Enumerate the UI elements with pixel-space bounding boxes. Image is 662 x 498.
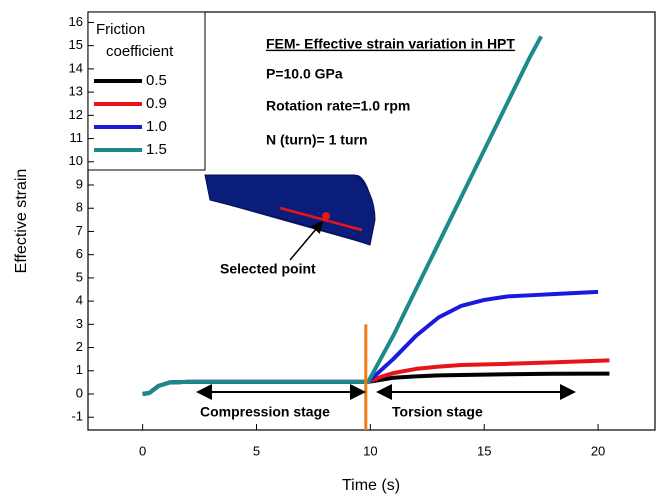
y-tick-label: 8 xyxy=(76,200,83,215)
x-tick-label: 10 xyxy=(363,443,377,458)
y-tick-label: 12 xyxy=(69,107,83,122)
annotation: Selected point xyxy=(220,261,316,277)
legend-box xyxy=(87,11,206,171)
y-tick-label: 14 xyxy=(69,60,83,75)
annotation: N (turn)= 1 turn xyxy=(266,132,368,148)
y-tick-label: 3 xyxy=(76,316,83,331)
y-tick-label: 11 xyxy=(70,130,84,145)
y-tick-label: 0 xyxy=(76,385,83,400)
annotation: Compression stage xyxy=(200,404,330,420)
inset-disk xyxy=(204,174,376,261)
y-tick-label: 16 xyxy=(69,14,83,29)
legend-title: Friction coefficient xyxy=(96,21,174,60)
x-tick-label: 0 xyxy=(139,443,146,458)
y-tick-label: 5 xyxy=(76,269,83,284)
annotation: FEM- Effective strain variation in HPT xyxy=(266,36,515,52)
annotation: P=10.0 GPa xyxy=(266,66,343,82)
annotation: Rotation rate=1.0 rpm xyxy=(266,98,410,114)
x-tick-label: 20 xyxy=(591,443,605,458)
x-axis-label: Time (s) xyxy=(342,477,400,494)
y-tick-label: 6 xyxy=(76,246,83,261)
y-axis-label: Effective strain xyxy=(13,169,30,274)
plot-frame xyxy=(87,11,656,431)
y-tick-label: 13 xyxy=(69,84,83,99)
x-tick-label: 15 xyxy=(477,443,491,458)
y-tick-label: 2 xyxy=(76,339,83,354)
y-tick-label: 9 xyxy=(76,176,83,191)
annotation: Torsion stage xyxy=(392,404,483,420)
y-tick-label: 15 xyxy=(69,37,83,52)
legend-label: 0.9 xyxy=(146,95,167,112)
series-line xyxy=(142,35,543,396)
legend-label: 1.5 xyxy=(146,141,167,158)
legend-label: 0.5 xyxy=(146,72,167,89)
y-tick-label: 4 xyxy=(76,293,83,308)
legend-label: 1.0 xyxy=(146,118,167,135)
y-tick-label: -1 xyxy=(71,409,83,424)
y-tick-label: 1 xyxy=(76,362,83,377)
y-tick-label: 10 xyxy=(69,153,83,168)
x-tick-label: 5 xyxy=(253,443,260,458)
y-tick-label: 7 xyxy=(76,223,83,238)
